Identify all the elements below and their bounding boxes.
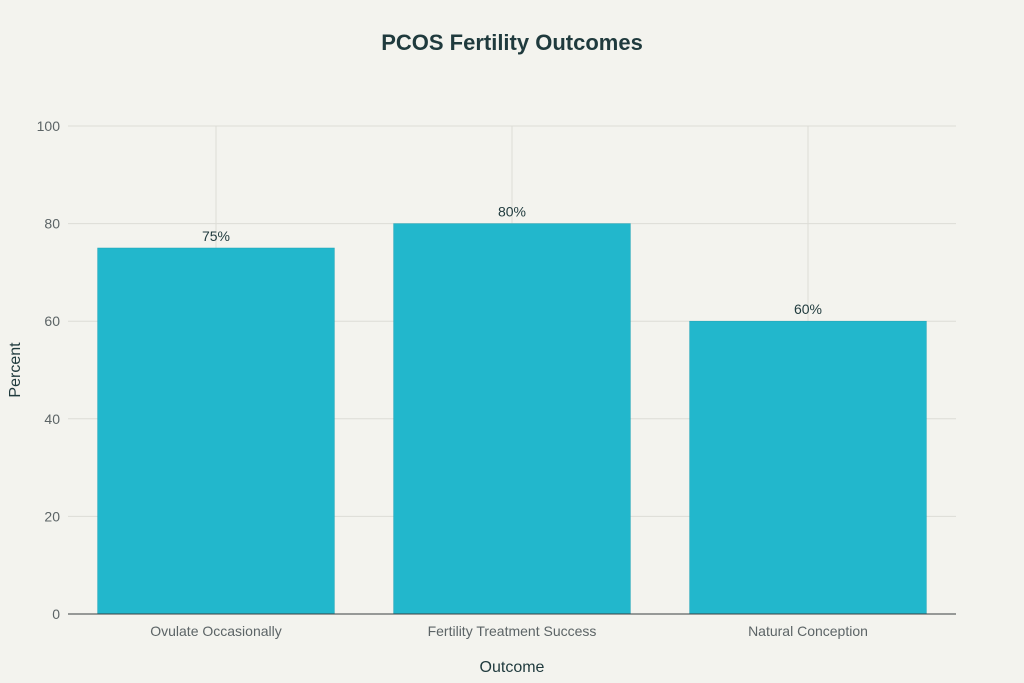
x-axis-title: Outcome xyxy=(480,659,545,676)
y-tick-label: 20 xyxy=(44,508,60,524)
x-tick-label: Ovulate Occasionally xyxy=(150,623,282,639)
y-tick-label: 0 xyxy=(52,606,60,622)
y-tick-label: 100 xyxy=(37,118,61,134)
y-tick-label: 40 xyxy=(44,411,60,427)
bar xyxy=(97,247,335,615)
y-tick-label: 80 xyxy=(44,216,60,232)
data-label: 80% xyxy=(498,204,526,220)
x-tick-label: Fertility Treatment Success xyxy=(428,623,597,639)
y-tick-label: 60 xyxy=(44,313,60,329)
chart-title: PCOS Fertility Outcomes xyxy=(381,30,643,55)
data-label: 60% xyxy=(794,301,822,317)
y-axis-title: Percent xyxy=(7,342,24,398)
bars: 75% 80% 60% xyxy=(97,204,927,615)
x-tick-label: Natural Conception xyxy=(748,623,868,639)
bar xyxy=(689,320,927,615)
bar xyxy=(393,223,631,615)
axes: 0 20 40 60 80 100 Ovulate Occasionally Fertilit… xyxy=(37,118,956,639)
data-label: 75% xyxy=(202,228,230,244)
